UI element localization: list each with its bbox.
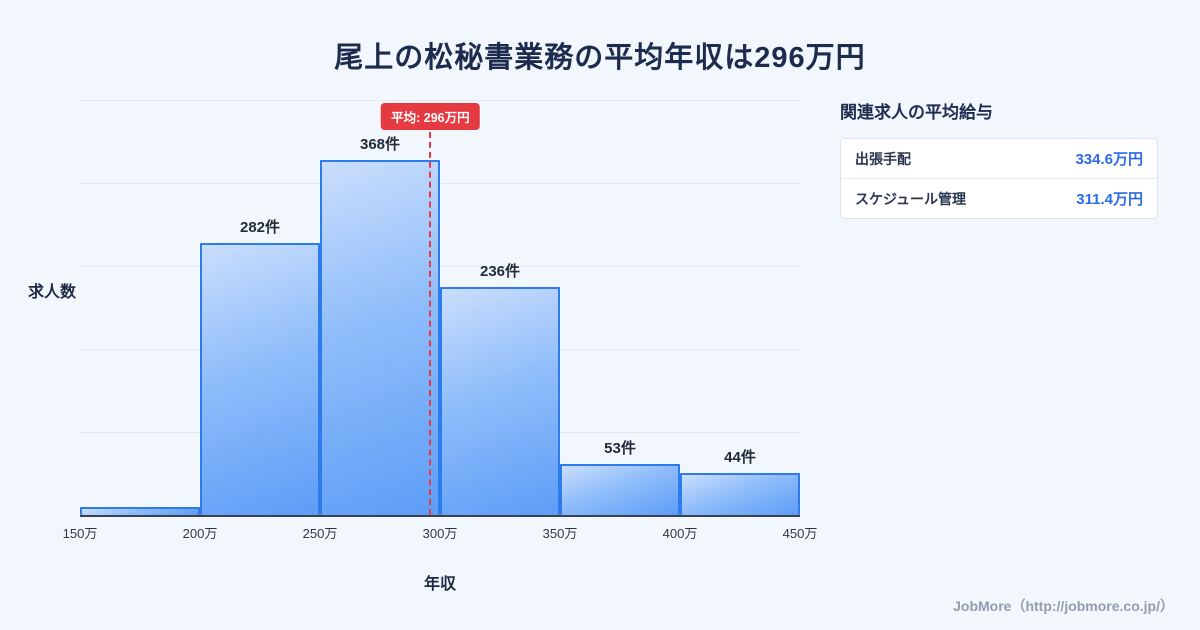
y-axis-label: 求人数 bbox=[28, 284, 77, 301]
bar-value-label: 282件 bbox=[239, 218, 281, 236]
x-tick-label: 150万 bbox=[62, 526, 98, 541]
job-label: スケジュール管理 bbox=[855, 190, 967, 207]
x-tick-label: 350万 bbox=[542, 526, 578, 541]
x-tick-label: 300万 bbox=[422, 526, 458, 541]
average-badge: 平均: 296万円 bbox=[381, 103, 480, 130]
side-panel-title: 関連求人の平均給与 bbox=[840, 103, 993, 122]
gridline bbox=[80, 266, 800, 267]
x-tick-label: 450万 bbox=[782, 526, 818, 541]
x-tick-label: 250万 bbox=[302, 526, 338, 541]
footer-credit: JobMore（http://jobmore.co.jp/） bbox=[953, 598, 1174, 614]
x-axis-label: 年収 bbox=[423, 576, 456, 593]
histogram-bar bbox=[680, 472, 800, 515]
job-salary-value: 334.6万円 bbox=[1075, 151, 1143, 168]
bar-slot: 44件 bbox=[680, 100, 800, 515]
page-title: 尾上の松秘書業務の平均年収は296万円 bbox=[334, 42, 866, 74]
histogram-bar bbox=[80, 507, 200, 515]
bar-slot: 236件 bbox=[440, 100, 560, 515]
bar-value-label: 368件 bbox=[359, 135, 401, 153]
x-tick-label: 400万 bbox=[662, 526, 698, 541]
job-salary-value: 311.4万円 bbox=[1076, 191, 1143, 208]
bar-slot: 368件 bbox=[320, 100, 440, 515]
job-label: 出張手配 bbox=[855, 150, 911, 167]
side-panel-row: スケジュール管理 311.4万円 bbox=[841, 178, 1157, 218]
histogram-bar bbox=[440, 287, 560, 515]
average-line bbox=[429, 132, 432, 515]
x-tick-label: 200万 bbox=[182, 526, 218, 541]
bar-slot: 53件 bbox=[560, 100, 680, 515]
side-panel-card: 出張手配 334.6万円 スケジュール管理 311.4万円 bbox=[840, 138, 1158, 219]
side-panel-row: 出張手配 334.6万円 bbox=[841, 139, 1157, 178]
bar-value-label: 236件 bbox=[479, 263, 521, 281]
histogram-bar bbox=[560, 463, 680, 515]
bar-value-label: 53件 bbox=[604, 439, 636, 457]
gridline bbox=[80, 183, 800, 184]
bar-value-label: 44件 bbox=[724, 448, 756, 466]
bar-slot: 282件 bbox=[200, 100, 320, 515]
gridline bbox=[80, 100, 800, 101]
bar-slot bbox=[80, 100, 200, 515]
histogram-bar bbox=[320, 159, 440, 515]
histogram-plot: 平均: 296万円 282件 368件 236件 53件 44件 bbox=[80, 100, 800, 517]
histogram-bar bbox=[200, 242, 320, 515]
x-axis-ticks: 150万 200万 250万 300万 350万 400万 450万 bbox=[63, 523, 818, 543]
